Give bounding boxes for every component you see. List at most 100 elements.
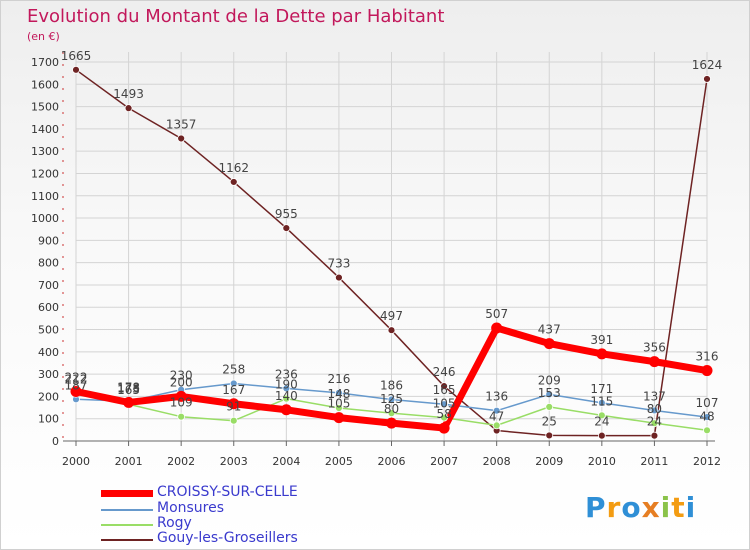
chart-subtitle: (en €)	[27, 30, 60, 43]
data-label: 178	[117, 380, 140, 394]
data-point	[650, 419, 659, 428]
data-label: 140	[275, 389, 298, 403]
data-point	[229, 178, 238, 186]
data-point	[703, 75, 711, 83]
y-tick-label: 100	[38, 413, 59, 426]
data-point	[70, 386, 82, 398]
data-label: 200	[170, 375, 193, 389]
legend-swatch	[101, 490, 153, 497]
data-point	[282, 384, 291, 393]
data-label: 24	[594, 415, 609, 429]
x-tick-label: 2011	[640, 455, 668, 468]
data-label: 153	[538, 386, 561, 400]
legend-item-monsures[interactable]: Monsures	[101, 500, 341, 516]
data-point	[440, 413, 448, 422]
y-tick-label: 1300	[31, 145, 59, 158]
legend-label: Rogy	[157, 515, 192, 531]
data-label: 1493	[113, 87, 144, 101]
data-point	[492, 421, 501, 430]
data-point	[335, 273, 343, 282]
data-point	[438, 422, 450, 434]
data-point	[650, 431, 659, 440]
logo-letter: x	[641, 491, 661, 524]
data-label: 80	[647, 402, 662, 416]
x-tick-label: 2008	[483, 455, 511, 468]
data-point	[177, 134, 186, 143]
legend-item-gouy[interactable]: Gouy-les-Groseillers	[101, 530, 341, 546]
data-point	[177, 412, 186, 421]
data-label: 356	[643, 341, 666, 355]
data-label: 187	[65, 378, 88, 392]
data-label: 1357	[166, 117, 197, 131]
legend-item-rogy[interactable]: Rogy	[101, 515, 341, 531]
data-point	[386, 417, 397, 429]
data-label: 391	[590, 333, 613, 347]
data-point	[280, 404, 292, 416]
legend-label: Monsures	[157, 500, 225, 516]
data-point	[596, 348, 608, 360]
data-point	[543, 338, 555, 350]
x-tick-label: 2010	[588, 455, 616, 468]
logo-letter: o	[621, 491, 642, 524]
data-point	[124, 104, 133, 113]
y-tick-label: 1700	[31, 56, 59, 69]
data-point	[597, 398, 606, 407]
y-tick-label: 300	[38, 368, 59, 381]
data-point	[597, 431, 606, 440]
data-point	[123, 396, 135, 408]
data-label: 125	[380, 392, 403, 406]
y-tick-label: 400	[38, 346, 59, 359]
legend-label: CROISSY-SUR-CELLE	[157, 484, 298, 500]
data-label: 212	[65, 373, 88, 387]
data-point	[228, 398, 240, 410]
data-label: 209	[538, 373, 561, 387]
data-label: 1665	[61, 49, 92, 63]
x-tick-label: 2009	[535, 455, 563, 468]
y-tick-label: 0	[52, 435, 59, 448]
data-point	[333, 412, 345, 424]
y-tick-label: 1600	[31, 78, 59, 91]
y-tick-label: 900	[38, 234, 59, 247]
x-tick-label: 2000	[62, 455, 90, 468]
data-label: 222	[65, 371, 88, 385]
data-point	[387, 395, 396, 404]
data-label: 190	[275, 378, 298, 392]
data-point	[492, 406, 501, 415]
data-label: 497	[380, 309, 403, 323]
data-label: 733	[327, 257, 350, 271]
data-point	[387, 326, 396, 335]
data-point	[440, 400, 448, 409]
data-point	[335, 404, 343, 412]
data-label: 258	[222, 362, 245, 376]
data-point	[335, 388, 343, 397]
data-label: 246	[433, 365, 456, 379]
y-tick-label: 500	[38, 324, 59, 337]
data-label: 173	[117, 381, 140, 395]
y-tick-label: 200	[38, 390, 59, 403]
data-point	[597, 411, 606, 420]
data-label: 165	[117, 383, 140, 397]
data-point	[545, 402, 554, 411]
y-tick-label: 1200	[31, 167, 59, 180]
data-label: 1624	[692, 58, 723, 72]
legend-swatch	[101, 509, 153, 511]
data-label: 186	[380, 379, 403, 393]
x-tick-label: 2003	[220, 455, 248, 468]
data-point	[703, 413, 711, 422]
data-label: 115	[590, 394, 613, 408]
y-tick-label: 700	[38, 279, 59, 292]
x-tick-label: 2006	[378, 455, 406, 468]
data-label: 105	[327, 397, 350, 411]
data-label: 171	[590, 382, 613, 396]
data-label: 24	[647, 415, 662, 429]
y-tick-label: 1000	[31, 212, 59, 225]
y-tick-label: 1500	[31, 101, 59, 114]
legend-item-croissy[interactable]: CROISSY-SUR-CELLE	[101, 484, 341, 500]
data-point	[229, 416, 238, 425]
data-point	[701, 365, 713, 377]
data-label: 316	[696, 350, 719, 364]
data-point	[229, 379, 238, 388]
x-tick-label: 2001	[115, 455, 143, 468]
data-label: 165	[433, 383, 456, 397]
data-label: 80	[384, 402, 399, 416]
